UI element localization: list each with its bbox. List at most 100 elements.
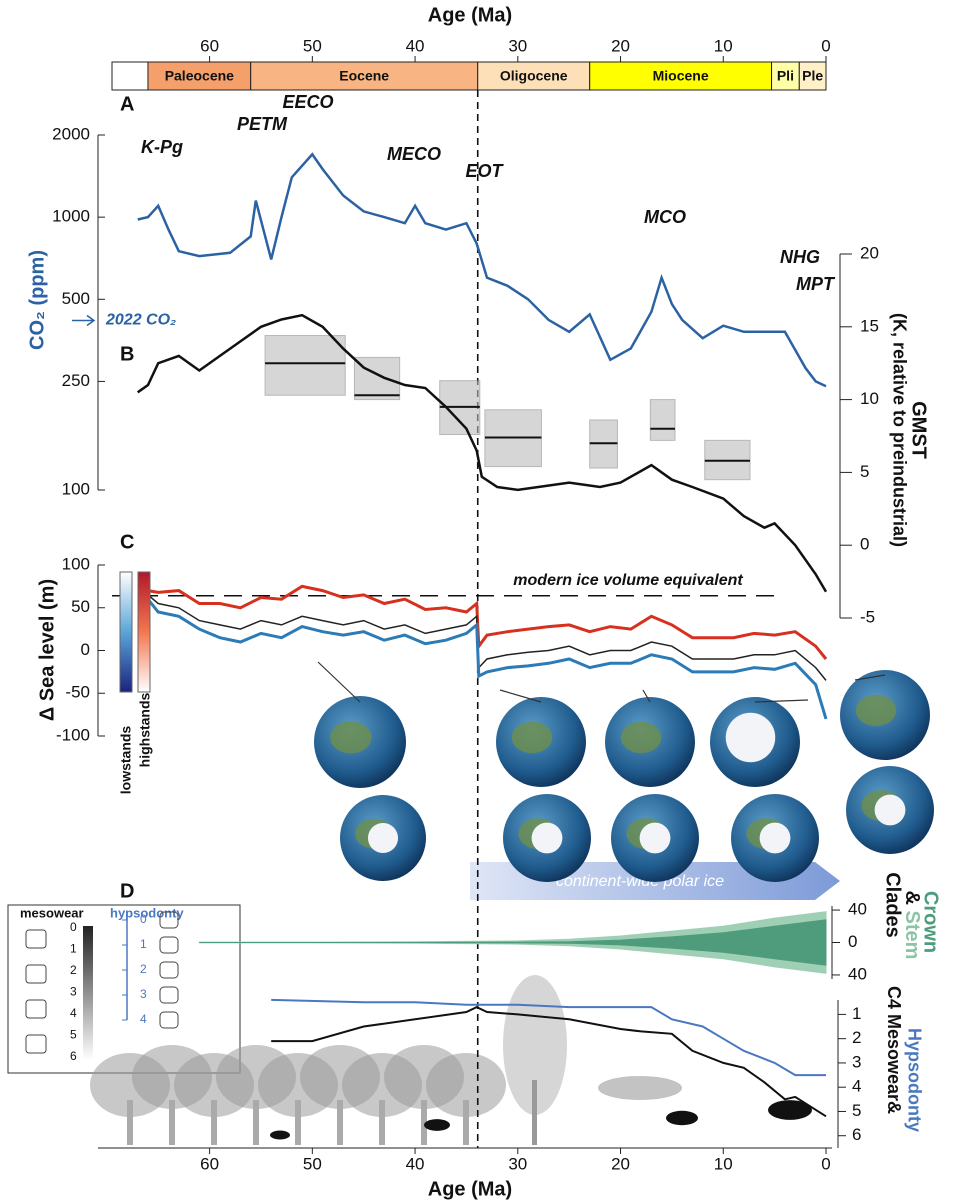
legend-tick: 4 xyxy=(140,1012,147,1026)
globe-ice xyxy=(725,712,776,763)
tooth-icon xyxy=(159,961,179,979)
y-tick-label: 0 xyxy=(848,932,857,951)
tooth-icon xyxy=(25,1034,47,1054)
y2-tick-label: -5 xyxy=(860,607,875,626)
y-tick-label: 3 xyxy=(852,1052,861,1071)
epoch-label: Ple xyxy=(802,68,823,84)
legend-tick: 0 xyxy=(70,920,77,934)
legend-tick: 4 xyxy=(70,1006,77,1020)
globe xyxy=(340,795,426,881)
tree-trunk xyxy=(253,1100,259,1145)
epoch-label: Eocene xyxy=(339,68,389,84)
epoch-label: Miocene xyxy=(653,68,709,84)
proxy-line xyxy=(271,1005,827,1118)
epoch-label: Oligocene xyxy=(500,68,568,84)
reference-label: 2022 CO₂ xyxy=(105,312,176,329)
horse xyxy=(768,1100,812,1120)
y2-tick-label: 0 xyxy=(860,535,869,554)
x-tick-label: 50 xyxy=(303,1154,322,1173)
globe xyxy=(605,697,695,787)
globe xyxy=(710,697,800,787)
legend-title: hypsodonty xyxy=(110,905,184,920)
legend-stem: Stem xyxy=(901,911,923,960)
right-label: Clades xyxy=(882,872,904,938)
tree-crown xyxy=(598,1076,682,1100)
y2-tick-label: 10 xyxy=(860,389,879,408)
x-tick-label: 50 xyxy=(303,36,322,55)
epoch xyxy=(250,61,479,91)
tree-crown xyxy=(426,1053,506,1117)
right-label: C4 Mesowear& xyxy=(884,986,904,1114)
globe xyxy=(314,696,406,788)
event-label: K-Pg xyxy=(141,137,183,157)
event-label: MECO xyxy=(387,144,441,164)
tree-trunk xyxy=(295,1100,301,1145)
reference-label: modern ice volume equivalent xyxy=(513,572,743,589)
panel-letter: B xyxy=(120,343,134,365)
x-tick-label: 60 xyxy=(200,1154,219,1173)
tooth-icon xyxy=(159,986,179,1004)
event-label: MPT xyxy=(796,274,836,294)
tree-trunk xyxy=(463,1100,469,1145)
globe-pointer xyxy=(642,689,651,703)
epoch xyxy=(798,61,827,91)
y2-axis-title: GMST xyxy=(908,401,930,459)
x-tick-label: 40 xyxy=(406,36,425,55)
x-tick-label: 20 xyxy=(611,1154,630,1173)
globe-ice xyxy=(759,822,791,854)
estimate-range xyxy=(649,399,676,441)
y-tick-label: 5 xyxy=(852,1101,861,1120)
y-tick-label: 1000 xyxy=(52,207,90,226)
sea-level-line xyxy=(137,597,828,720)
label-part: & xyxy=(901,891,923,905)
y-tick-label: 40 xyxy=(848,964,867,983)
x-tick-label: 10 xyxy=(714,1154,733,1173)
globe-land xyxy=(855,694,897,727)
globe-ice xyxy=(639,822,671,854)
y-tick-label: 40 xyxy=(848,900,867,919)
epoch xyxy=(771,61,800,91)
event-label: EOT xyxy=(465,161,504,181)
tree-trunk xyxy=(532,1080,537,1145)
sea-level-line xyxy=(137,584,828,660)
x-tick-label: 0 xyxy=(821,36,830,55)
panel-letter: C xyxy=(120,531,134,553)
y2-tick-label: 5 xyxy=(860,462,869,481)
y-tick-label: 0 xyxy=(81,640,90,659)
legend-hypsodonty: Hypsodonty xyxy=(904,1028,924,1132)
tooth-icon xyxy=(25,929,47,949)
y-axis-title: Δ Sea level (m) xyxy=(36,579,58,721)
legend-tick: 2 xyxy=(70,963,77,977)
event-label: EECO xyxy=(282,92,333,112)
epoch-label: Paleocene xyxy=(165,68,234,84)
x-tick-label: 10 xyxy=(714,36,733,55)
legend-lowstands: lowstands xyxy=(118,726,134,795)
legend-tick: 6 xyxy=(70,1049,77,1063)
globe-land xyxy=(330,721,372,754)
horse xyxy=(424,1119,450,1131)
gmst-line xyxy=(136,313,828,593)
globe-ice xyxy=(531,822,563,854)
tree-trunk xyxy=(379,1100,385,1145)
event-label: MCO xyxy=(644,207,686,227)
globe-pointer xyxy=(317,661,361,703)
y-axis-title: CO₂ (ppm) xyxy=(26,250,48,350)
horse xyxy=(270,1130,290,1140)
y-tick-label: 500 xyxy=(62,289,90,308)
x-tick-label: 0 xyxy=(821,1154,830,1173)
y-tick-label: -50 xyxy=(65,683,90,702)
polar-ice-label: continent-wide polar ice xyxy=(556,873,724,890)
x-axis-title: Age (Ma) xyxy=(428,4,512,26)
y-tick-label: 2000 xyxy=(52,124,90,143)
globe-pointer xyxy=(754,699,809,703)
y-tick-label: 6 xyxy=(852,1125,861,1144)
globe xyxy=(731,794,819,882)
globe-pointer xyxy=(499,689,542,703)
y-tick-label: 2 xyxy=(852,1028,861,1047)
panel-letter: D xyxy=(120,880,134,902)
x-axis-title: Age (Ma) xyxy=(428,1178,512,1200)
mesowear-scale xyxy=(83,926,93,1060)
legend-tick: 1 xyxy=(70,942,77,956)
